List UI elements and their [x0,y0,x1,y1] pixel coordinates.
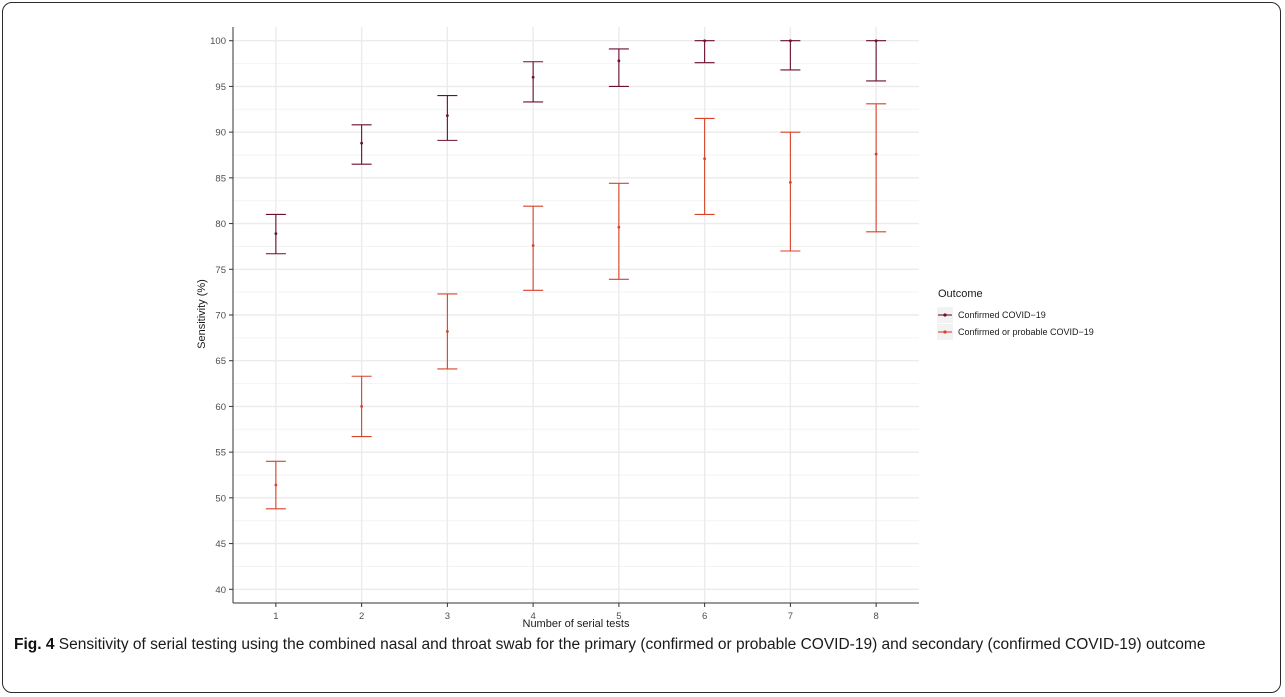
data-point [703,39,707,43]
data-point [874,152,878,156]
legend-key-point [943,330,947,334]
legend-label: Confirmed COVID−19 [958,310,1046,320]
x-tick-label: 4 [530,611,535,622]
data-point [874,39,878,43]
grid [233,27,919,603]
chart-marks [265,39,887,510]
y-tick-label: 65 [215,356,226,367]
data-point [617,225,621,229]
data-point [703,157,707,161]
x-tick-label: 3 [445,611,450,622]
legend-label: Confirmed or probable COVID−19 [958,327,1094,337]
x-tick-label: 2 [359,611,364,622]
data-point [445,114,449,118]
y-tick-label: 55 [215,448,226,459]
y-tick-label: 80 [215,219,226,230]
data-point [617,59,621,63]
y-tick-label: 95 [215,82,226,93]
data-point [360,141,364,145]
y-tick-label: 70 [215,311,226,322]
x-tick-label: 6 [702,611,707,622]
data-point [531,244,535,247]
y-tick-label: 90 [215,128,226,139]
legend: Outcome Confirmed COVID−19 Confirmed or p… [937,288,1094,340]
x-tick-label: 5 [616,611,621,622]
legend-title: Outcome [938,288,983,300]
figure-caption: Fig. 4 Sensitivity of serial testing usi… [14,634,1264,655]
figure-caption-text: Sensitivity of serial testing using the … [58,636,1206,653]
data-point [360,405,364,408]
y-tick-label: 85 [215,173,226,184]
x-axis-label: Number of serial tests [523,618,630,630]
y-tick-label: 45 [215,539,226,550]
y-tick-label: 50 [215,493,226,504]
data-point [445,330,449,333]
y-tick-label: 40 [215,585,226,596]
data-point [274,232,278,236]
data-point [274,483,278,487]
data-point [788,181,792,184]
x-tick-label: 7 [788,611,793,622]
figure-label: Fig. 4 [14,636,55,653]
x-tick-label: 1 [273,611,278,622]
data-point [531,75,535,79]
x-tick-label: 8 [873,611,878,622]
y-tick-label: 60 [215,402,226,413]
series-2 [265,103,887,510]
y-axis-label: Sensitivity (%) [196,279,208,349]
data-point [788,39,792,43]
y-tick-label: 75 [215,265,226,276]
legend-key-point [943,313,947,317]
series-1 [265,39,887,255]
y-tick-label: 100 [210,36,226,47]
